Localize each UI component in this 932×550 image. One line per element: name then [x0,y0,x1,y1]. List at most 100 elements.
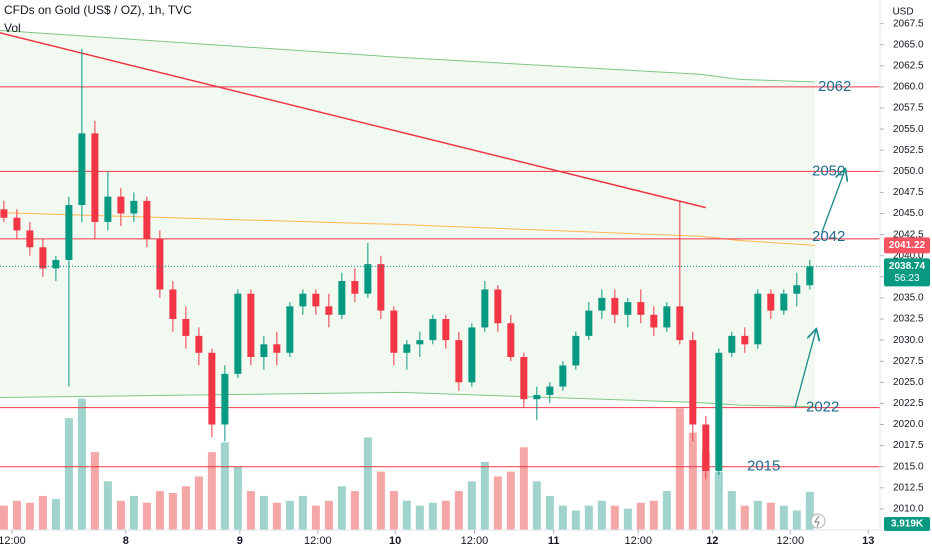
volume-label-box [884,517,930,531]
candle-body [663,306,671,328]
candle-body [494,289,502,324]
volume-bar [311,505,320,530]
volume-bar [649,500,658,530]
x-tick-label: 12:00 [777,535,805,547]
candle-body [780,293,788,311]
volume-bar [350,491,359,530]
volume-bar [701,452,710,530]
y-tick-label: 2040.0 [893,250,924,261]
volume-bar [506,471,515,530]
candle-body [468,327,476,383]
candle-body [26,230,34,248]
candle-body [767,293,775,311]
band-upper [0,29,816,83]
candle-body [520,356,528,400]
y-tick-label: 2050.0 [893,166,924,177]
volume-bar [220,442,229,530]
candle-body [650,314,658,328]
x-tick-label: 12:00 [304,535,332,547]
annotation: 2062 [818,78,851,95]
volume-bar [12,500,21,530]
y-tick-label: 2057.5 [893,103,924,114]
x-tick-label: 12 [706,535,718,547]
volume-bar [272,502,281,530]
candle-body [533,394,541,400]
volume-bar [688,432,697,530]
candle-body [13,217,21,231]
candle-body [572,335,580,366]
y-tick-label: 2010.0 [893,504,924,515]
candle-body [143,200,151,239]
candle-body [403,344,411,353]
x-tick-label: 11 [548,535,560,547]
volume-bar [259,495,268,530]
volume-bar [142,502,151,530]
arrow [794,330,816,409]
y-tick-label: 2065.0 [893,39,924,50]
x-tick-label: 8 [123,535,129,547]
candle-body [78,133,86,206]
y-tick-label: 2062.5 [893,60,924,71]
countdown: 56:23 [894,273,919,284]
price-label-box [884,258,930,287]
volume-bar [558,505,567,530]
candle-body [351,281,359,294]
candle-body [715,352,723,471]
candle-body [637,302,645,315]
volume-label: 3.919K [891,519,924,530]
candle-body [624,302,632,315]
volume-bar [116,500,125,530]
y-tick-label: 2017.5 [893,440,924,451]
y-tick-label: 2060.0 [893,82,924,93]
annotation: 2022 [806,399,839,416]
volume-bar [610,505,619,530]
candle-body [195,335,203,353]
candle-body [676,306,684,341]
plot: 2062 2050 2042 2022 2015 [0,29,880,530]
candle-body [52,259,60,269]
y-tick-label: 2025.0 [893,377,924,388]
candle-body [91,133,99,222]
volume-bar [103,481,112,530]
volume-bar [493,476,502,530]
x-tick-label: 9 [237,535,243,547]
y-tick-label: 2032.5 [893,314,924,325]
volume-bar [675,408,684,530]
volume-bar [38,495,47,530]
candle-body [156,238,164,290]
volume-bar [636,502,645,530]
candle-body [793,285,801,294]
candle-body [169,289,177,320]
y-tick-label: 2055.0 [893,124,924,135]
candle-body [325,306,333,315]
volume-bar [77,398,86,530]
candle-body [390,310,398,353]
volume-bar [792,510,801,530]
candle-body [689,340,697,425]
candle-body [299,293,307,307]
candle-body [117,196,125,214]
candle-body [221,373,229,425]
annotation: 2042 [812,228,845,245]
candle-body [429,319,437,341]
volume-bar [441,500,450,530]
candle-body [273,344,281,353]
candle-body [741,335,749,345]
volume-bar [714,471,723,530]
volume-bar [727,491,736,530]
candle-body [247,293,255,357]
volume-bar [181,486,190,530]
y-tick-label: 2047.5 [893,187,924,198]
volume-title: Vol [4,21,21,35]
ma-label-box [884,237,930,254]
annotation: 2050 [812,162,845,179]
y-tick-label: 2015.0 [893,461,924,472]
volume-bar [532,481,541,530]
candle-body [481,289,489,328]
candle-body [338,281,346,315]
volume-bar [129,495,138,530]
candle-body [442,319,450,341]
icon[interactable] [810,513,826,529]
